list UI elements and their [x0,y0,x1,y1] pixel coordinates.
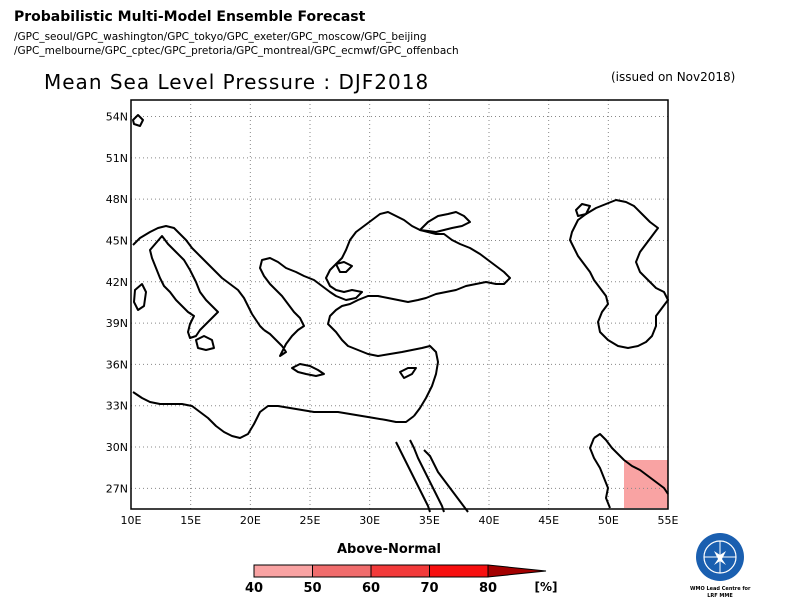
coast-sardinia [133,283,147,311]
wmo-logo [696,533,744,581]
header-gpc-list-1: /GPC_seoul/GPC_washington/GPC_tokyo/GPC_… [14,31,427,43]
coast-cyprus [399,367,417,379]
header-gpc-list-2: /GPC_melbourne/GPC_cptec/GPC_pretoria/GP… [14,45,459,57]
probability-shading [624,460,668,508]
lon-label: 25E [300,514,321,527]
latitude-labels: 54N 51N 48N 45N 42N 39N 36N 33N 30N 27N [106,111,128,496]
legend-title: Above-Normal [337,542,441,557]
map-title: Mean Sea Level Pressure : DJF2018 [44,70,430,94]
legend-tick: 80 [479,581,497,596]
lat-label: 33N [106,400,128,413]
lon-label: 40E [479,514,500,527]
legend-tick: 70 [420,581,438,596]
lat-label: 45N [106,234,128,247]
lon-label: 50E [598,514,619,527]
legend-swatch [312,564,372,578]
legend-unit: [%] [535,580,558,594]
legend-colorbar [253,564,547,578]
lat-label: 54N [106,111,128,124]
issued-date: (issued on Nov2018) [611,70,736,84]
coast-balkans-turkey [259,211,511,417]
coast-sicily [195,335,215,351]
lat-label: 42N [106,276,128,289]
coast-gulf-suez [409,439,445,513]
lat-label: 27N [106,482,128,495]
lat-label: 30N [106,441,128,454]
legend-tick: 40 [245,581,263,596]
logo-caption-1: WMO Lead Centre for [690,586,751,592]
coast-gulf-aqaba [423,449,469,513]
lon-label: 10E [121,514,142,527]
coastlines [132,114,669,513]
map-frame [130,99,669,510]
lon-label: 45E [538,514,559,527]
lat-label: 51N [106,152,128,165]
legend-tick: 50 [303,581,321,596]
coast-caspian-north [575,203,591,217]
coast-persian-gulf-west [589,437,611,509]
legend-swatch [429,564,489,578]
coast-north-africa [132,391,415,439]
lat-label: 39N [106,317,128,330]
legend-arrow [487,564,547,578]
lon-label: 55E [658,514,679,527]
lon-label: 15E [180,514,201,527]
lon-label: 30E [359,514,380,527]
coast-crete [291,363,325,377]
legend-tick-labels: 40 50 60 70 80 [245,581,497,596]
coast-crimea [419,211,471,233]
coast-italy [149,235,219,339]
legend-tick: 60 [362,581,380,596]
coast-suez-west [395,441,431,513]
legend-swatch [370,564,430,578]
coast-caspian [569,199,669,349]
logo-caption-2: LRF MME [707,593,733,599]
shade-persian-gulf [624,460,668,508]
lat-label: 48N [106,193,128,206]
coast-marmara [335,261,353,273]
lat-label: 36N [106,358,128,371]
coast-persian-gulf-north [593,433,669,495]
header-title: Probabilistic Multi-Model Ensemble Forec… [14,9,366,25]
lon-label: 35E [419,514,440,527]
coast-north-island [132,114,144,127]
longitude-labels: 10E 15E 20E 25E 30E 35E 40E 45E 50E 55E [121,514,679,527]
legend-swatch [253,564,313,578]
lon-label: 20E [240,514,261,527]
coast-adriatic-east [132,225,265,331]
